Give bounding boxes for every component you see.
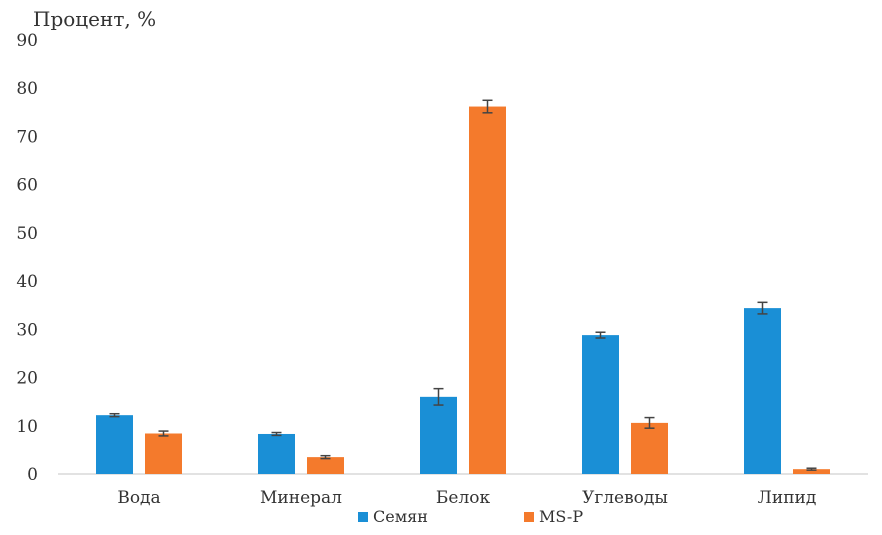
error-bar [644,416,655,429]
y-tick-label: 60 [16,176,38,196]
category-labels: Вода Минерал Белок Углеводы Липид [117,488,816,508]
y-tick-label: 30 [16,320,38,340]
legend-swatch [358,512,368,522]
bar-series1 [258,433,295,474]
error-bar [109,412,120,418]
y-tick-label: 90 [16,31,38,51]
y-tick-label: 40 [16,272,38,292]
x-category-label: Углеводы [582,488,668,508]
error-bar [595,331,606,339]
bar-series1 [582,335,619,474]
bar-series2 [469,106,506,475]
error-bar [271,431,282,437]
y-axis-label: Процент, % [33,7,156,31]
bar-series2 [307,457,344,474]
legend-item: MS-P [524,507,583,526]
error-bars-group [109,99,817,471]
y-tick-label: 10 [16,417,38,437]
bar-series2 [631,422,668,474]
x-category-label: Липид [758,488,817,508]
bar-series2 [793,469,830,474]
bars-group [96,106,830,475]
bar-series2 [145,433,182,474]
y-tick-label: 50 [16,224,38,244]
y-tick-label: 80 [16,79,38,99]
y-tick-label: 20 [16,369,38,389]
error-bar [482,99,493,114]
legend-label: Семян [373,507,428,526]
bar-series1 [420,396,457,474]
error-bar [757,301,768,315]
x-category-label: Вода [117,488,160,508]
error-bar [433,387,444,406]
x-category-label: Минерал [260,488,342,508]
y-tick-label: 0 [27,465,38,485]
x-category-label: Белок [436,488,491,508]
legend-label: MS-P [539,507,583,526]
legend-swatch [524,512,534,522]
legend: Семян MS-P [358,507,583,526]
legend-item: Семян [358,507,428,526]
bar-series1 [744,308,781,474]
error-bar [320,454,331,460]
error-bar [158,430,169,437]
bar-series1 [96,415,133,474]
error-bar [806,467,817,471]
y-tick-label: 70 [16,127,38,147]
y-tick-labels: 0 10 20 30 40 50 60 70 80 90 [16,31,38,485]
